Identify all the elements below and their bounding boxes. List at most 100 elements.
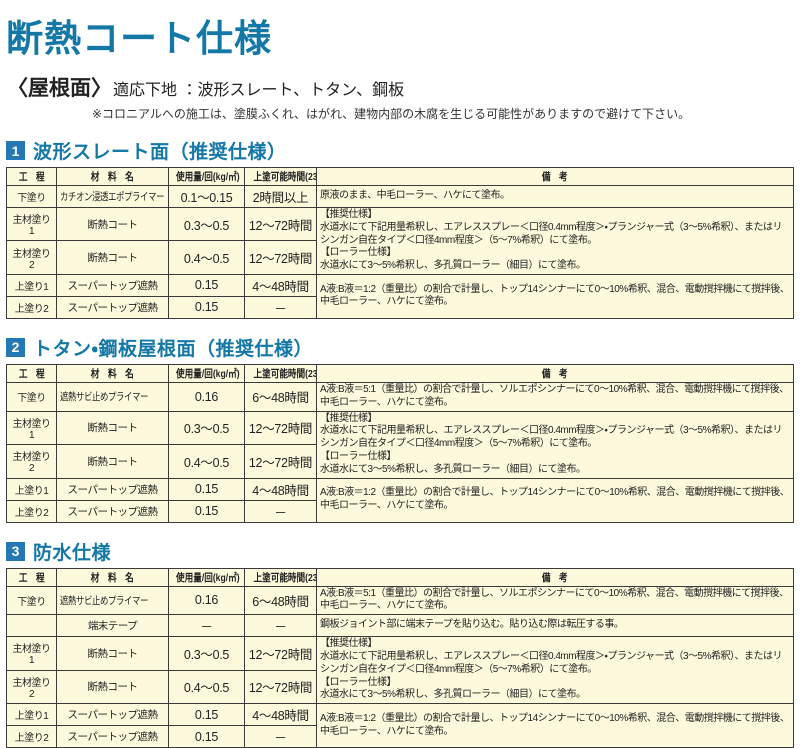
cell-interval: － <box>244 614 317 638</box>
table-row: 下塗り 遮熱サビ止めプライマー 0.16 6～48時間 A液:B液＝5:1（重量比）の割… <box>6 381 794 412</box>
col-header-material: 材 料 名 <box>56 363 169 383</box>
cell-material: スーパートップ遮熱 <box>56 477 169 501</box>
table-row: 主材塗り1 断熱コート 0.3～0.5 12～72時間 【推奨仕様】 水道水にて下記用量… <box>6 410 794 479</box>
cell-interval: 6～48時間 <box>244 585 317 616</box>
cell-process: 上塗り1 <box>6 703 57 727</box>
col-header-process: 工 程 <box>6 567 57 587</box>
cell-amount: 0.3～0.5 <box>168 410 245 446</box>
cell-material: 断熱コート <box>56 206 169 242</box>
cell-interval: 12～72時間 <box>244 206 317 242</box>
cell-amount: 0.3～0.5 <box>168 636 245 671</box>
cell-process: 上塗り1 <box>6 273 57 297</box>
cell-material: 遮熱サビ止めプライマー <box>56 585 169 616</box>
page-title: 断熱コート仕様 <box>6 18 272 59</box>
cell-amount: 0.16 <box>168 585 245 616</box>
cell-amount: 0.15 <box>168 725 245 748</box>
cell-process: 下塗り <box>6 185 57 208</box>
cell-process: 上塗り2 <box>6 499 57 523</box>
cell-amount: 0.15 <box>168 703 245 727</box>
cell-process: 上塗り1 <box>6 477 57 501</box>
cell-amount: 0.1～0.15 <box>168 185 245 208</box>
cell-material: スーパートップ遮熱 <box>56 703 169 727</box>
section-number-badge: 1 <box>6 141 25 160</box>
spec-table-tin-steel: 工 程 材 料 名 使用量/回(kg/㎡) 上塗可能時間(23℃) 備 考 下塗… <box>6 363 794 523</box>
cell-material: スーパートップ遮熱 <box>56 273 169 297</box>
spec-table-wave-slate: 工 程 材 料 名 使用量/回(kg/㎡) 上塗可能時間(23℃) 備 考 下塗… <box>6 167 794 319</box>
cell-interval: 12～72時間 <box>244 669 317 705</box>
caution-note: ※コロニアルへの施工は、塗膜ふくれ、はがれ、建物内部の木腐を生じる可能性がありま… <box>92 107 691 121</box>
col-header-material: 材 料 名 <box>56 167 169 186</box>
table-row: 主材塗り2 断熱コート 0.4～0.5 12～72時間 <box>6 240 794 275</box>
table-header-row: 工 程 材 料 名 使用量/回(kg/㎡) 上塗可能時間(23℃) 備 考 <box>6 363 794 383</box>
table-row: 主材塗り1 断熱コート 0.3～0.5 12～72時間 【推奨仕様】 水道水にて下記用量… <box>6 206 794 275</box>
cell-process: 上塗り2 <box>6 295 57 319</box>
section-title: トタン・鋼板屋根面（推奨仕様） <box>33 338 313 360</box>
cell-remark: 【推奨仕様】 水道水にて下記用量希釈し、エアレススプレー＜口径0.4mm程度＞・… <box>316 207 794 275</box>
section-wave-slate: 1 波形スレート面（推奨仕様） 工 程 材 料 名 使用量/回(kg/㎡) 上塗… <box>6 137 795 319</box>
section-title: 波形スレート面（推奨仕様） <box>33 142 287 163</box>
cell-material: スーパートップ遮熱 <box>56 725 169 748</box>
col-header-interval: 上塗可能時間(23℃) <box>244 363 317 383</box>
cell-material: 断熱コート <box>56 240 169 275</box>
cell-amount: 0.4～0.5 <box>168 444 245 479</box>
table-row: 下塗り 遮熱サビ止めプライマー 0.16 6～48時間 A液:B液＝5:1（重量比）の割… <box>6 585 794 616</box>
cell-remark: A液:B液＝5:1（重量比）の割合で計量し、ソルエポシンナーにて0～10%希釈、… <box>316 585 794 616</box>
cell-remark: A液:B液＝1:2（重量比）の割合で計量し、トップ14シンナーにて0～10%希釈… <box>316 703 794 748</box>
table-row: 上塗り2 スーパートップ遮熱 0.15 － <box>6 499 794 523</box>
cell-process <box>6 614 57 638</box>
cell-amount: 0.4～0.5 <box>168 669 245 705</box>
cell-interval: 12～72時間 <box>244 444 317 479</box>
section-number-badge: 2 <box>6 337 25 357</box>
cell-material: 断熱コート <box>56 669 169 705</box>
cell-amount: 0.3～0.5 <box>168 206 245 242</box>
table-header-row: 工 程 材 料 名 使用量/回(kg/㎡) 上塗可能時間(23℃) 備 考 <box>6 167 794 186</box>
cell-process: 主材塗り1 <box>6 206 57 242</box>
cell-interval: 4～48時間 <box>244 477 317 501</box>
cell-process: 主材塗り1 <box>6 410 57 446</box>
section-header: 1 波形スレート面（推奨仕様） <box>6 137 795 164</box>
roof-surface-label: 〈屋根面〉 <box>7 77 112 100</box>
cell-amount: 0.16 <box>168 381 245 412</box>
cell-process: 主材塗り1 <box>6 636 57 671</box>
table-header-row: 工 程 材 料 名 使用量/回(kg/㎡) 上塗可能時間(23℃) 備 考 <box>6 567 794 587</box>
col-header-amount: 使用量/回(kg/㎡) <box>168 167 245 186</box>
table-row: 上塗り1 スーパートップ遮熱 0.15 4～48時間 A液:B液＝1:2（重量比）の割合… <box>6 477 794 523</box>
table-row: 下塗り カチオン浸透エポプライマー 0.1～0.15 2時間以上 原液のまま、中毛ローラ… <box>6 185 794 208</box>
section-header: 2 トタン・鋼板屋根面（推奨仕様） <box>6 334 795 361</box>
cell-interval: 12～72時間 <box>244 410 317 446</box>
cell-remark: 【推奨仕様】 水道水にて下記用量希釈し、エアレススプレー＜口径0.4mm程度＞・… <box>316 410 794 479</box>
cell-remark: A液:B液＝5:1（重量比）の割合で計量し、ソルエポシンナーにて0～10%希釈、… <box>316 381 794 412</box>
cell-remark: A液:B液＝1:2（重量比）の割合で計量し、トップ14シンナーにて0～10%希釈… <box>316 273 794 319</box>
col-header-remarks: 備 考 <box>316 567 794 587</box>
col-header-process: 工 程 <box>6 167 57 186</box>
cell-process: 主材塗り2 <box>6 240 57 275</box>
col-header-amount: 使用量/回(kg/㎡) <box>168 363 245 383</box>
cell-remark: 原液のまま、中毛ローラー、ハケにて塗布。 <box>316 185 794 208</box>
section-number-badge: 3 <box>6 541 25 561</box>
cell-interval: 2時間以上 <box>244 185 317 208</box>
cell-interval: 4～48時間 <box>244 273 317 297</box>
col-header-interval: 上塗可能時間(23℃) <box>244 167 317 186</box>
cell-interval: 6～48時間 <box>244 381 317 412</box>
cell-interval: 12～72時間 <box>244 636 317 671</box>
col-header-remarks: 備 考 <box>316 363 794 383</box>
col-header-remarks: 備 考 <box>316 167 794 186</box>
roof-surface-subtitle: 〈屋根面〉 適応下地 ： 波形スレート、トタン、鋼板 <box>7 72 795 102</box>
cell-interval: 12～72時間 <box>244 240 317 275</box>
cell-process: 主材塗り2 <box>6 669 57 705</box>
section-waterproof: 3 防水仕様 工 程 材 料 名 使用量/回(kg/㎡) 上塗可能時間(23℃)… <box>6 538 795 748</box>
table-row: 主材塗り2 断熱コート 0.4～0.5 12～72時間 <box>6 444 794 479</box>
spec-table-waterproof: 工 程 材 料 名 使用量/回(kg/㎡) 上塗可能時間(23℃) 備 考 下塗… <box>6 567 794 748</box>
cell-process: 主材塗り2 <box>6 444 57 479</box>
table-row: 上塗り1 スーパートップ遮熱 0.15 4～48時間 A液:B液＝1:2（重量比）の割合… <box>6 273 794 319</box>
cell-material: 断熱コート <box>56 636 169 671</box>
cell-remark: 【推奨仕様】 水道水にて下記用量希釈し、エアレススプレー＜口径0.4mm程度＞・… <box>316 636 794 705</box>
section-tin-steel-roof: 2 トタン・鋼板屋根面（推奨仕様） 工 程 材 料 名 使用量/回(kg/㎡) … <box>6 334 795 523</box>
cell-material: スーパートップ遮熱 <box>56 499 169 523</box>
cell-process: 下塗り <box>6 585 57 616</box>
table-row: 主材塗り2 断熱コート 0.4～0.5 12～72時間 <box>6 669 794 705</box>
cell-material: 断熱コート <box>56 410 169 446</box>
table-row: 上塗り2 スーパートップ遮熱 0.15 － <box>6 295 794 319</box>
cell-amount: 0.15 <box>168 273 245 297</box>
